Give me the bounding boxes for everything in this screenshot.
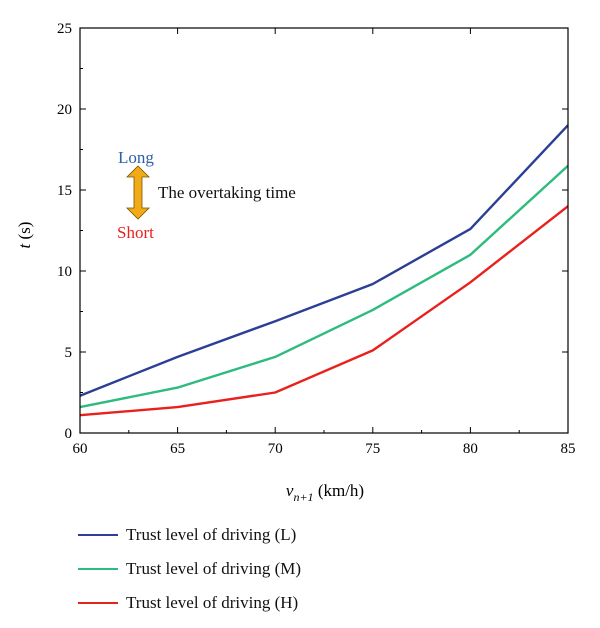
legend-label-l: Trust level of driving (L) [126,525,297,544]
y-tick-label-20: 20 [57,102,72,118]
y-axis-unit: (s) [15,222,34,244]
y-tick-label-0: 0 [65,426,73,442]
legend-entry-h: Trust level of driving (H) [78,586,301,620]
y-tick-label-10: 10 [57,264,72,280]
legend-swatch-l [78,534,118,536]
x-tick-label-75: 75 [365,441,380,457]
x-tick-label-85: 85 [561,441,576,457]
legend-label-h: Trust level of driving (H) [126,593,299,612]
legend-swatch-h [78,602,118,604]
x-tick-label-70: 70 [268,441,283,457]
y-tick-label-25: 25 [57,21,72,37]
y-tick-label-15: 15 [57,183,72,199]
x-tick-label-65: 65 [170,441,185,457]
overtaking-time-annotation: Long Short The overtaking time [117,148,296,242]
double-arrow-icon [126,165,150,220]
series-line-l [79,124,569,397]
x-tick-label-80: 80 [463,441,478,457]
legend: Trust level of driving (L) Trust level o… [78,518,301,620]
legend-label-m: Trust level of driving (M) [126,559,302,578]
line-chart: 60 65 70 75 80 85 0 5 10 15 20 25 t (s) vn+1 (km/h)… [15,21,576,504]
y-axis-symbol: t [15,242,34,248]
y-tick-label-5: 5 [65,345,73,361]
x-axis-title: vn+1 (km/h) [286,481,364,504]
annotation-short-label: Short [117,223,154,242]
legend-entry-l: Trust level of driving (L) [78,518,301,552]
x-axis-subscript: n+1 [293,490,313,504]
y-axis-title: t (s) [15,222,34,249]
series-line-m [79,164,569,409]
x-axis-unit: (km/h) [314,481,365,500]
x-tick-label-60: 60 [73,441,88,457]
series-line-h [79,205,569,417]
x-axis-symbol: v [286,481,294,500]
annotation-long-label: Long [118,148,154,167]
annotation-description: The overtaking time [158,183,296,202]
legend-swatch-m [78,568,118,570]
legend-entry-m: Trust level of driving (M) [78,552,301,586]
